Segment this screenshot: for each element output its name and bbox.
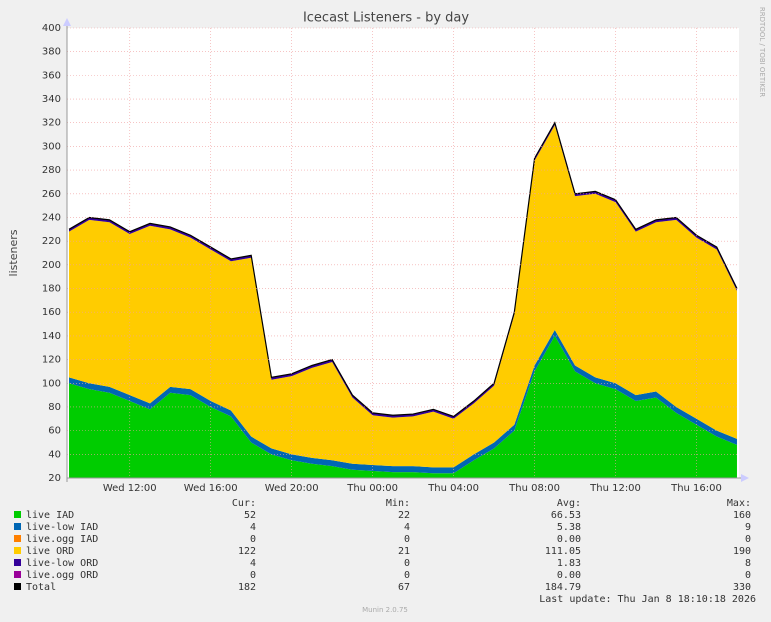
stat-value: 0.00 [557, 570, 581, 581]
stat-value: 66.53 [551, 510, 581, 521]
total-line [68, 121, 738, 418]
area [69, 329, 737, 474]
stat-value: 4 [250, 558, 256, 569]
legend-label: live IAD [26, 510, 74, 521]
x-tick-label: Wed 20:00 [265, 483, 319, 494]
stat-value: 8 [745, 558, 751, 569]
stat-value: 1.83 [557, 558, 581, 569]
y-tick-label: 300 [42, 141, 61, 152]
x-tick-label: Thu 16:00 [670, 483, 722, 494]
y-tick-label: 260 [42, 189, 61, 200]
last-update: Last update: Thu Jan 8 18:10:18 2026 [539, 594, 756, 605]
stat-value: 122 [238, 546, 256, 557]
y-tick-label: 120 [42, 355, 61, 366]
stat-value: 182 [238, 582, 256, 593]
stat-value: 0 [404, 570, 410, 581]
legend-swatch [14, 535, 21, 542]
y-tick-label: 60 [48, 426, 61, 437]
stat-header: Avg: [557, 498, 581, 509]
stat-value: 111.05 [545, 546, 581, 557]
stat-value: 190 [733, 546, 751, 557]
stat-value: 0 [404, 534, 410, 545]
legend-swatch [14, 523, 21, 530]
y-arrow [63, 18, 71, 26]
y-tick-label: 20 [48, 473, 61, 484]
legend-label: Total [26, 582, 56, 593]
side-label: RRDTOOL / TOBI OETIKER [758, 7, 766, 97]
x-tick-label: Thu 00:00 [346, 483, 398, 494]
chart-title: Icecast Listeners - by day [303, 11, 469, 26]
x-tick-label: Thu 08:00 [508, 483, 560, 494]
stat-value: 52 [244, 510, 256, 521]
y-tick-label: 200 [42, 260, 61, 271]
x-tick-label: Wed 12:00 [103, 483, 157, 494]
y-tick-label: 40 [48, 449, 61, 460]
y-tick-label: 340 [42, 94, 61, 105]
legend-swatch [14, 571, 21, 578]
x-tick-label: Wed 16:00 [184, 483, 238, 494]
stat-value: 0 [745, 534, 751, 545]
stat-value: 5.38 [557, 522, 581, 533]
legend-swatch [14, 547, 21, 554]
stat-value: 0 [745, 570, 751, 581]
stat-value: 0 [404, 558, 410, 569]
stat-value: 0 [250, 534, 256, 545]
axes [63, 18, 749, 482]
stat-value: 21 [398, 546, 410, 557]
y-tick-label: 100 [42, 378, 61, 389]
area [69, 335, 737, 478]
y-tick-label: 180 [42, 284, 61, 295]
stat-header: Max: [727, 498, 751, 509]
stat-header: Min: [386, 498, 410, 509]
y-tick-label: 160 [42, 307, 61, 318]
stat-value: 0.00 [557, 534, 581, 545]
y-tick-label: 280 [42, 165, 61, 176]
stat-value: 4 [250, 522, 256, 533]
legend-swatch [14, 511, 21, 518]
legend-label: live.ogg IAD [26, 534, 98, 545]
stat-value: 4 [404, 522, 410, 533]
stat-value: 9 [745, 522, 751, 533]
stat-value: 330 [733, 582, 751, 593]
y-tick-label: 240 [42, 212, 61, 223]
x-arrow [741, 474, 749, 482]
y-tick-label: 360 [42, 70, 61, 81]
stat-value: 0 [250, 570, 256, 581]
stat-header: Cur: [232, 498, 256, 509]
legend-label: live.ogg ORD [26, 570, 98, 581]
y-tick-label: 380 [42, 47, 61, 58]
legend-label: live-low ORD [26, 558, 98, 569]
legend-swatch [14, 583, 21, 590]
stat-value: 160 [733, 510, 751, 521]
stat-value: 184.79 [545, 582, 581, 593]
legend-swatch [14, 559, 21, 566]
x-tick-label: Thu 12:00 [589, 483, 641, 494]
stat-value: 67 [398, 582, 410, 593]
y-tick-label: 220 [42, 236, 61, 247]
y-tick-label: 320 [42, 118, 61, 129]
area [69, 125, 737, 468]
legend-label: live-low IAD [26, 522, 98, 533]
areas [68, 121, 738, 478]
legend-label: live ORD [26, 546, 74, 557]
y-axis-label: listeners [7, 229, 20, 276]
footer: Munin 2.0.75 [362, 606, 408, 614]
y-tick-label: 140 [42, 331, 61, 342]
x-tick-label: Thu 04:00 [427, 483, 479, 494]
y-tick-label: 80 [48, 402, 61, 413]
y-tick-label: 400 [42, 23, 61, 34]
stat-value: 22 [398, 510, 410, 521]
